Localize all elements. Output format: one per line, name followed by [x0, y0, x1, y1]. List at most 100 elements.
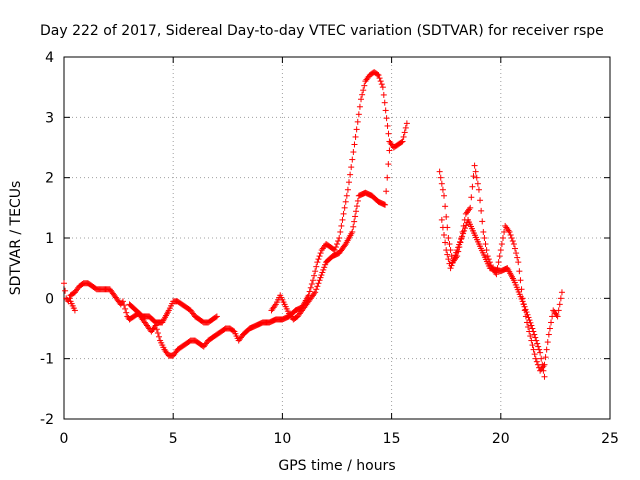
data-point: [442, 239, 449, 246]
data-point: [358, 96, 365, 103]
data-point: [354, 197, 361, 204]
data-point: [509, 238, 516, 245]
data-point: [156, 333, 163, 340]
data-point: [316, 277, 323, 284]
data-point: [360, 87, 367, 94]
data-point: [380, 91, 387, 98]
data-point: [469, 183, 476, 190]
data-point: [438, 180, 445, 187]
data-point: [123, 309, 130, 316]
data-point: [533, 337, 540, 344]
data-point: [543, 346, 550, 353]
data-point: [337, 228, 344, 235]
data-point: [529, 325, 536, 332]
data-point: [335, 238, 342, 245]
data-point: [230, 327, 237, 334]
y-tick-label: 1: [45, 231, 54, 247]
data-point: [386, 147, 393, 154]
data-point: [306, 288, 313, 295]
data-point: [353, 203, 360, 210]
data-point: [556, 301, 563, 308]
data-point: [121, 302, 128, 309]
data-point: [398, 139, 405, 146]
x-tick-label: 15: [383, 431, 401, 447]
data-point: [381, 99, 388, 106]
data-point: [520, 301, 527, 308]
data-point: [511, 245, 518, 252]
data-point: [71, 307, 78, 314]
data-point: [119, 298, 126, 305]
data-point: [312, 268, 319, 275]
data-point: [355, 111, 362, 118]
data-point: [313, 263, 320, 270]
data-point: [334, 241, 340, 248]
data-point: [541, 373, 548, 380]
data-point: [458, 236, 465, 243]
data-point: [437, 174, 444, 181]
data-point: [461, 227, 468, 234]
data-point: [313, 286, 320, 293]
data-point: [384, 174, 391, 181]
data-point: [483, 247, 490, 254]
data-point: [507, 231, 514, 238]
data-point: [383, 188, 390, 195]
data-point: [480, 228, 487, 235]
data-point: [527, 333, 534, 340]
data-point: [532, 334, 539, 341]
x-tick-label: 10: [273, 431, 291, 447]
data-point: [546, 325, 553, 332]
data-point: [361, 82, 368, 89]
data-point: [374, 71, 381, 78]
data-point: [66, 295, 73, 302]
data-point: [482, 241, 489, 248]
data-point: [385, 161, 392, 168]
data-point: [122, 305, 129, 312]
data-point: [317, 250, 324, 257]
data-point: [468, 194, 475, 201]
data-point: [338, 222, 345, 229]
data-point: [525, 314, 532, 321]
data-point: [453, 249, 460, 256]
data-point: [339, 216, 346, 223]
data-point: [348, 164, 355, 171]
data-point: [548, 319, 555, 326]
data-point: [475, 186, 482, 193]
data-point: [399, 138, 406, 145]
data-point: [473, 174, 480, 181]
data-point: [346, 179, 353, 186]
data-point: [463, 222, 470, 229]
data-point: [315, 280, 322, 287]
data-point: [377, 78, 384, 85]
data-point: [531, 351, 538, 358]
y-axis-label: SDTVAR / TECUs: [8, 181, 24, 296]
data-point: [341, 242, 348, 249]
data-point: [352, 213, 359, 220]
data-point: [309, 277, 316, 284]
data-point: [385, 130, 392, 137]
data-point: [321, 264, 328, 271]
data-point: [350, 149, 357, 156]
data-points: [61, 69, 565, 380]
data-point: [522, 306, 529, 313]
data-point: [314, 259, 321, 266]
data-point: [312, 289, 319, 296]
data-point: [332, 244, 339, 251]
data-point: [521, 303, 528, 310]
data-point: [441, 231, 448, 238]
data-point: [347, 171, 354, 178]
data-point: [445, 256, 452, 263]
data-point: [534, 340, 541, 347]
data-point: [320, 266, 327, 273]
data-point: [153, 326, 160, 333]
data-point: [442, 203, 449, 210]
data-point: [319, 269, 326, 276]
data-point: [331, 247, 338, 254]
data-point: [438, 216, 445, 223]
data-point: [533, 358, 540, 365]
data-point: [506, 228, 513, 235]
data-point: [375, 72, 382, 79]
data-point: [544, 339, 551, 346]
data-point: [378, 81, 385, 88]
data-point: [523, 309, 530, 316]
data-point: [341, 204, 348, 211]
